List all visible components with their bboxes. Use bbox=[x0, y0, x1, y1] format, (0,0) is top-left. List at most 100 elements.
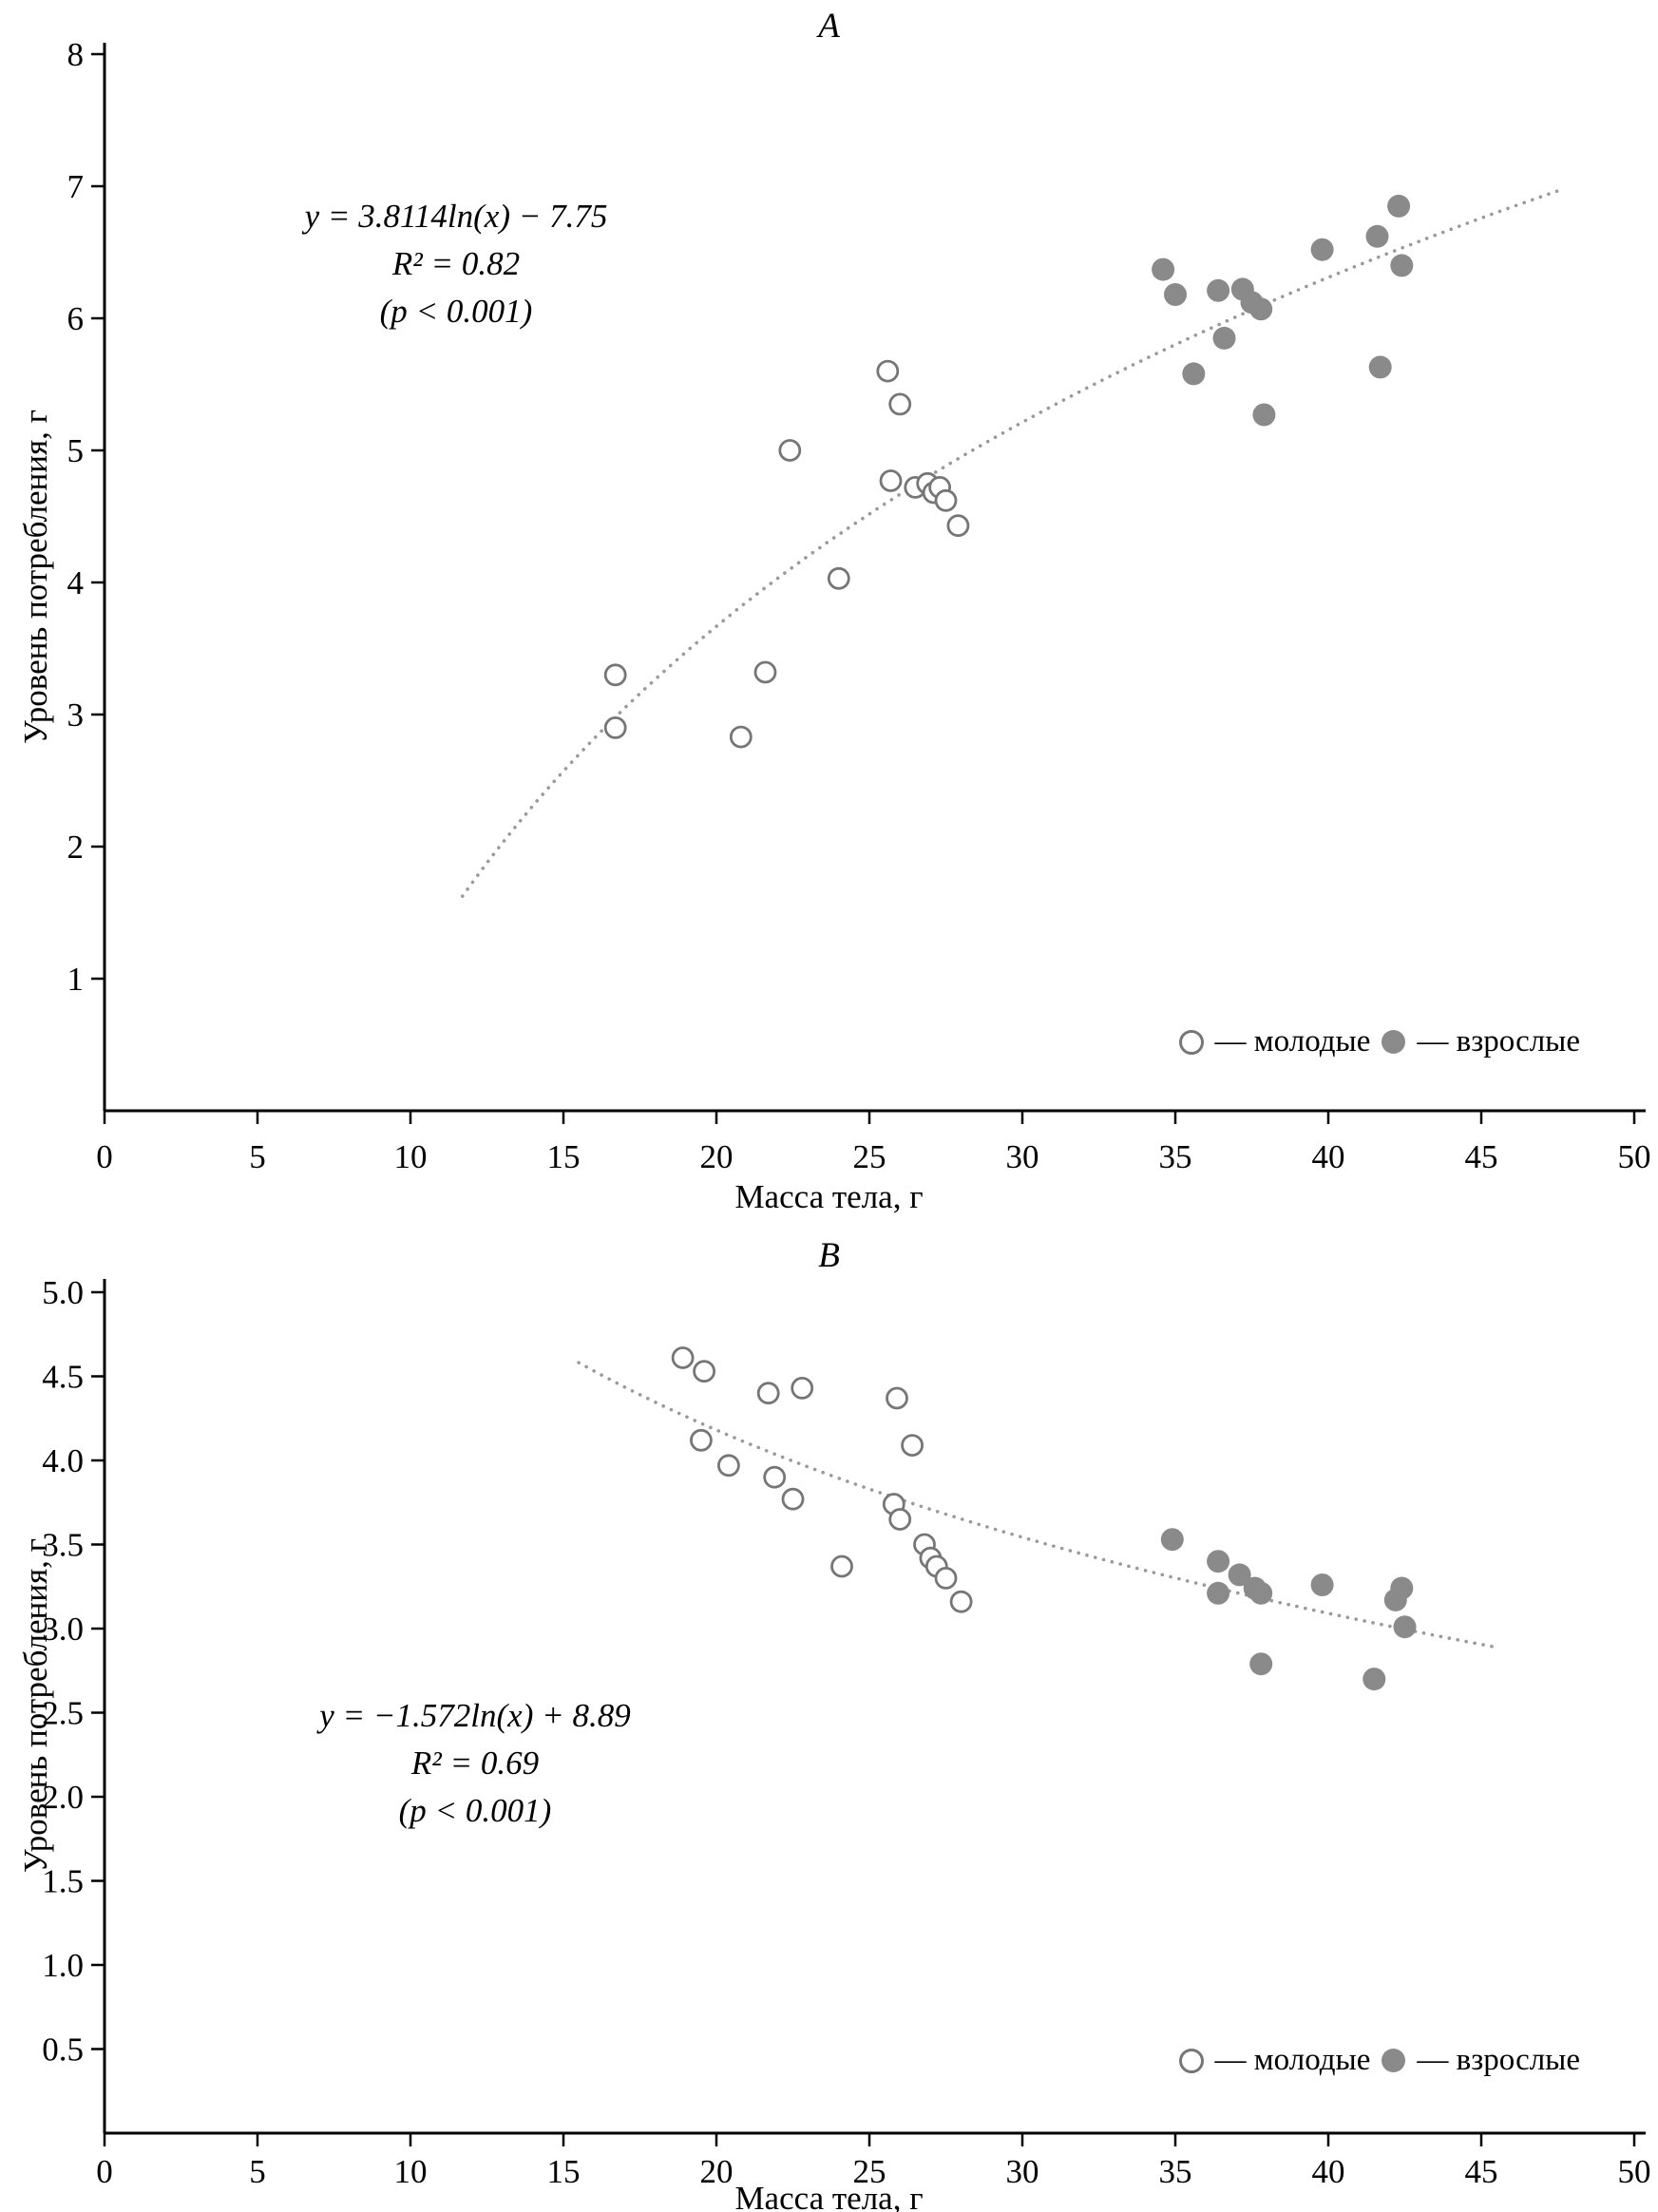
scatter-point-young bbox=[690, 1428, 713, 1452]
p-value-line: (p < 0.001) bbox=[398, 1792, 552, 1829]
panel-a-x-axis-title: Масса тела, г bbox=[734, 1178, 924, 1215]
scatter-point-adult bbox=[1212, 326, 1236, 350]
young-marker-icon bbox=[1178, 2048, 1204, 2073]
x-tick-label: 5 bbox=[249, 1138, 266, 1175]
panel-b-y-axis-title: Уровень потребления, г bbox=[17, 1538, 54, 1873]
y-tick-label: 2 bbox=[67, 829, 85, 866]
scatter-point-young bbox=[934, 1566, 958, 1590]
scatter-point-adult bbox=[1252, 403, 1276, 427]
y-tick-label: 4 bbox=[67, 564, 85, 601]
scatter-point-young bbox=[756, 1382, 780, 1405]
x-tick-label: 50 bbox=[1618, 2153, 1651, 2190]
r-squared-line: R² = 0.82 bbox=[391, 245, 521, 282]
y-tick-label: 4.5 bbox=[42, 1359, 84, 1396]
scatter-point-young bbox=[886, 1386, 908, 1410]
y-tick-label: 4.0 bbox=[42, 1442, 84, 1479]
young-marker-icon bbox=[1178, 1029, 1204, 1055]
scatter-point-adult bbox=[1207, 1550, 1230, 1573]
scatter-point-young bbox=[671, 1346, 695, 1369]
panel-a-title: A bbox=[818, 7, 840, 46]
x-tick-label: 5 bbox=[249, 2153, 266, 2190]
scatter-point-adult bbox=[1390, 254, 1414, 277]
x-tick-label: 10 bbox=[394, 1138, 428, 1175]
x-tick-label: 25 bbox=[853, 1138, 886, 1175]
equation-line: y = −1.572ln(x) + 8.89 bbox=[319, 1697, 631, 1734]
y-tick-label: 1 bbox=[67, 961, 85, 998]
scatter-point-young bbox=[778, 439, 802, 462]
y-tick-label: 1.0 bbox=[42, 1947, 84, 1984]
scatter-point-adult bbox=[1249, 297, 1273, 321]
scatter-point-adult bbox=[1182, 362, 1206, 386]
scatter-point-adult bbox=[1393, 1615, 1417, 1639]
scatter-point-adult bbox=[1228, 1563, 1251, 1587]
x-tick-label: 25 bbox=[853, 2153, 886, 2190]
y-tick-label: 7 bbox=[67, 168, 85, 205]
x-tick-label: 0 bbox=[96, 2153, 113, 2190]
r-squared-line: R² = 0.69 bbox=[410, 1745, 540, 1782]
legend-label-adult: — взрослые bbox=[1417, 2043, 1580, 2077]
panel-a-y-axis-title: Уровень потребления, г bbox=[17, 410, 54, 744]
scatter-point-adult bbox=[1152, 257, 1175, 281]
x-tick-label: 30 bbox=[1006, 1138, 1039, 1175]
legend-label-young: — молодые bbox=[1214, 1024, 1371, 1058]
y-tick-label: 5.0 bbox=[42, 1274, 84, 1311]
y-tick-label: 5 bbox=[67, 432, 85, 469]
panel-b-x-axis-title: Масса тела, г bbox=[734, 2180, 924, 2212]
scatter-point-adult bbox=[1310, 238, 1334, 261]
panel-b: 0 5 10 15 20 25 30 35 40 45 50 0.5 1.0 1.5 2.0 2.5 3.0 3.… bbox=[0, 1226, 1658, 2212]
y-tick-label: 6 bbox=[67, 300, 85, 337]
y-tick-label: 3.5 bbox=[42, 1527, 84, 1564]
scatter-point-young bbox=[888, 1508, 912, 1531]
x-tick-label: 35 bbox=[1159, 1138, 1192, 1175]
scatter-point-adult bbox=[1249, 1581, 1273, 1605]
scatter-point-young bbox=[949, 1590, 973, 1613]
y-tick-label: 3 bbox=[67, 696, 85, 734]
scatter-point-young bbox=[876, 359, 900, 383]
x-tick-label: 30 bbox=[1006, 2153, 1039, 2190]
panel-a: 0 5 10 15 20 25 30 35 40 45 50 1 2 3 4 5 6 7 8 A y = 3.811… bbox=[17, 7, 1651, 1215]
y-tick-label: 2.5 bbox=[42, 1695, 84, 1732]
x-tick-label: 40 bbox=[1312, 2153, 1345, 2190]
x-tick-label: 45 bbox=[1465, 2153, 1498, 2190]
x-tick-label: 50 bbox=[1618, 1138, 1651, 1175]
scatter-point-young bbox=[879, 469, 903, 492]
scatter-point-young bbox=[603, 716, 627, 739]
scatter-point-adult bbox=[1310, 1573, 1334, 1596]
panel-b-plot: 0 5 10 15 20 25 30 35 40 45 50 0.5 1.0 1.5 2.0 2.5 3.0 3.… bbox=[42, 1274, 1651, 2190]
x-tick-label: 40 bbox=[1312, 1138, 1345, 1175]
trend-line bbox=[577, 1361, 1498, 1649]
x-tick-label: 20 bbox=[700, 2153, 734, 2190]
y-tick-label: 3.0 bbox=[42, 1611, 84, 1648]
x-tick-label: 45 bbox=[1465, 1138, 1498, 1175]
scatter-point-young bbox=[791, 1376, 814, 1400]
adult-marker-icon bbox=[1382, 1030, 1406, 1054]
panel-b-legend: — молодые — взрослые bbox=[1178, 2043, 1580, 2078]
panel-b-equation: y = −1.572ln(x) + 8.89 R² = 0.69 (p < 0.… bbox=[190, 1692, 760, 1835]
x-tick-label: 10 bbox=[394, 2153, 428, 2190]
panel-a-legend: — молодые — взрослые bbox=[1178, 1024, 1580, 1059]
legend-label-adult: — взрослые bbox=[1417, 1024, 1580, 1058]
legend-label-young: — молодые bbox=[1214, 2043, 1371, 2077]
adult-marker-icon bbox=[1382, 2049, 1406, 2072]
scatter-point-adult bbox=[1365, 224, 1389, 248]
x-tick-label: 20 bbox=[700, 1138, 734, 1175]
scatter-point-young bbox=[753, 660, 777, 684]
trend-line bbox=[460, 186, 1566, 899]
scatter-point-young bbox=[946, 514, 970, 538]
x-tick-label: 15 bbox=[547, 2153, 581, 2190]
y-tick-label: 8 bbox=[67, 36, 85, 73]
scatter-point-young bbox=[888, 392, 912, 416]
scatter-point-adult bbox=[1207, 1581, 1230, 1605]
y-tick-label: 0.5 bbox=[42, 2031, 84, 2069]
scatter-point-young bbox=[729, 725, 753, 749]
x-tick-label: 35 bbox=[1159, 2153, 1192, 2190]
y-tick-label: 2.0 bbox=[42, 1779, 84, 1816]
equation-line: y = 3.8114ln(x) − 7.75 bbox=[304, 198, 608, 235]
scatter-point-young bbox=[830, 1554, 853, 1578]
scatter-point-young bbox=[717, 1454, 740, 1478]
scatter-point-young bbox=[901, 1434, 924, 1458]
scatter-point-young bbox=[693, 1360, 715, 1383]
scatter-point-adult bbox=[1164, 283, 1187, 306]
scatter-point-young bbox=[603, 663, 627, 687]
